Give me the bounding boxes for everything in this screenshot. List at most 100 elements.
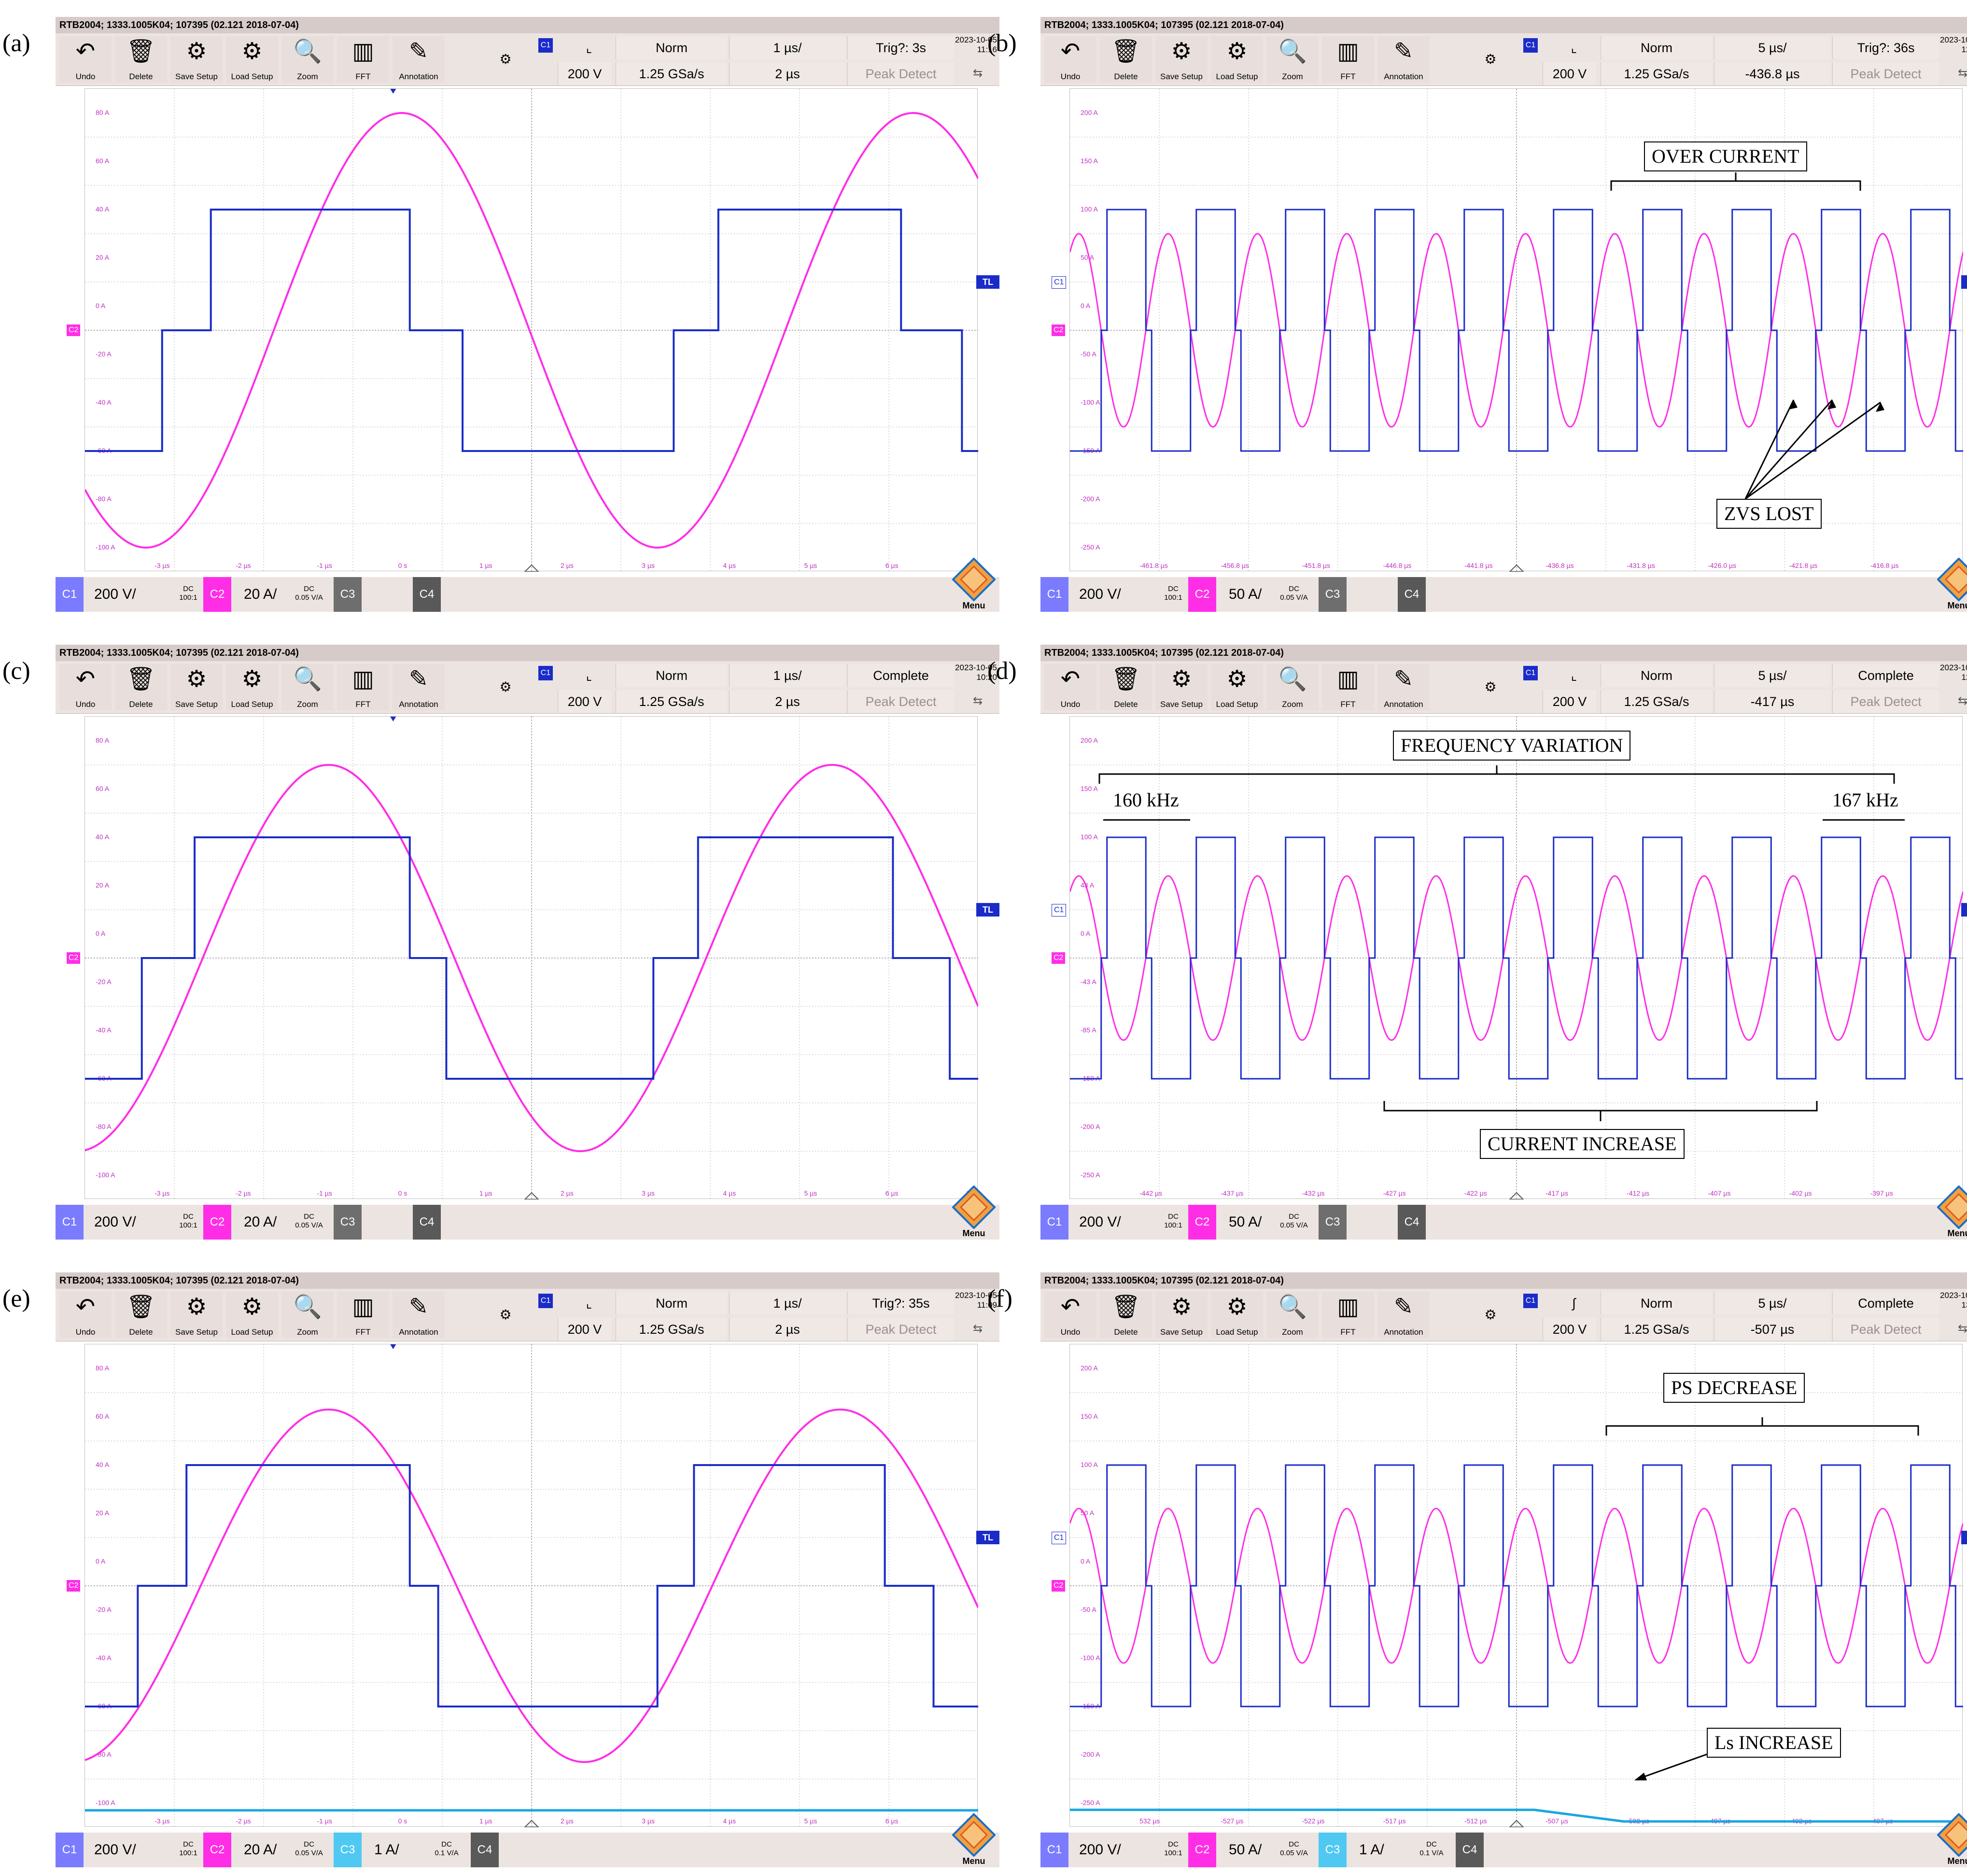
delete-button[interactable]: 🗑 Delete: [115, 664, 167, 710]
load-setup-button[interactable]: ⚙ Load Setup: [1211, 664, 1263, 710]
trigger-slope-icon[interactable]: ⌞: [1571, 41, 1577, 55]
fft-button[interactable]: ▥ FFT: [1322, 36, 1374, 83]
horizontal-reference-marker[interactable]: [524, 564, 539, 572]
load-setup-button[interactable]: ⚙ Load Setup: [226, 1292, 278, 1338]
delete-button[interactable]: 🗑 Delete: [1100, 36, 1152, 83]
acquisition-mode-readout[interactable]: Peak Detect: [847, 690, 954, 713]
delete-button[interactable]: 🗑 Delete: [1100, 664, 1152, 710]
menu-button[interactable]: Menu: [952, 1813, 996, 1866]
trigger-mode-readout[interactable]: Norm: [1601, 36, 1712, 59]
trigger-source-badge[interactable]: C1: [1523, 1294, 1538, 1308]
trigger-source-badge[interactable]: C1: [538, 38, 553, 53]
trigger-status-readout[interactable]: Complete: [1832, 664, 1939, 687]
c4-channel-button[interactable]: C4: [413, 577, 441, 612]
acquisition-mode-readout[interactable]: Peak Detect: [847, 1318, 954, 1341]
c2-channel-button[interactable]: C2: [1188, 577, 1216, 612]
timebase-readout[interactable]: 1 µs/: [729, 664, 845, 687]
trigger-status-readout[interactable]: Trig?: 35s: [847, 1292, 954, 1315]
c1-channel-button[interactable]: C1: [1040, 1205, 1068, 1240]
c2-offset-marker[interactable]: C2: [67, 324, 81, 336]
annotation-button[interactable]: ✎ Annotation: [393, 36, 445, 83]
c1-scale-readout[interactable]: 200 V/: [1079, 586, 1121, 602]
trigger-level-marker[interactable]: TL: [976, 275, 999, 289]
annotation-button[interactable]: ✎ Annotation: [393, 1292, 445, 1338]
c2-offset-marker[interactable]: C2: [67, 1580, 81, 1592]
settings-gear-icon[interactable]: ⚙: [499, 1307, 512, 1322]
sample-rate-readout[interactable]: 1.25 GSa/s: [616, 1318, 727, 1341]
trigger-source-badge[interactable]: C1: [538, 666, 553, 680]
timebase-readout[interactable]: 1 µs/: [729, 1292, 845, 1315]
save-setup-button[interactable]: ⚙ Save Setup: [1155, 1292, 1208, 1338]
menu-button[interactable]: Menu: [952, 1185, 996, 1239]
settings-gear-icon[interactable]: ⚙: [499, 679, 512, 694]
c2-scale-readout[interactable]: 20 A/: [244, 1842, 277, 1858]
undo-button[interactable]: ↶ Undo: [59, 36, 112, 83]
trigger-level-marker[interactable]: TL: [1961, 903, 1967, 917]
c1-channel-button[interactable]: C1: [56, 1205, 84, 1240]
c2-offset-marker[interactable]: C2: [1052, 324, 1066, 336]
load-setup-button[interactable]: ⚙ Load Setup: [1211, 36, 1263, 83]
c2-scale-readout[interactable]: 50 A/: [1229, 1842, 1262, 1858]
c2-scale-readout[interactable]: 50 A/: [1229, 1214, 1262, 1230]
load-setup-button[interactable]: ⚙ Load Setup: [1211, 1292, 1263, 1338]
trigger-position-marker[interactable]: [390, 1344, 396, 1349]
zoom-button[interactable]: 🔍 Zoom: [1266, 664, 1319, 710]
horizontal-position-readout[interactable]: 2 µs: [729, 62, 845, 85]
settings-gear-icon[interactable]: ⚙: [499, 52, 512, 67]
c3-scale-readout[interactable]: 1 A/: [1359, 1842, 1384, 1858]
acquisition-mode-readout[interactable]: Peak Detect: [847, 62, 954, 85]
horizontal-reference-marker[interactable]: [1509, 564, 1524, 572]
annotation-button[interactable]: ✎ Annotation: [393, 664, 445, 710]
annotation-button[interactable]: ✎ Annotation: [1377, 664, 1430, 710]
trigger-level-readout[interactable]: 200 V: [558, 1318, 611, 1341]
c4-channel-button[interactable]: C4: [471, 1833, 499, 1867]
delete-button[interactable]: 🗑 Delete: [115, 36, 167, 83]
trigger-level-marker[interactable]: TL: [976, 903, 999, 917]
trigger-mode-readout[interactable]: Norm: [616, 36, 727, 59]
trigger-level-marker[interactable]: TL: [976, 1531, 999, 1544]
c2-channel-button[interactable]: C2: [203, 577, 231, 612]
horizontal-position-readout[interactable]: -417 µs: [1714, 690, 1830, 713]
c2-offset-marker[interactable]: C2: [1052, 1580, 1066, 1592]
c3-channel-button[interactable]: C3: [334, 1833, 362, 1867]
horizontal-reference-marker[interactable]: [1509, 1820, 1524, 1827]
trigger-level-readout[interactable]: 200 V: [558, 62, 611, 85]
undo-button[interactable]: ↶ Undo: [1044, 36, 1096, 83]
trigger-source-badge[interactable]: C1: [1523, 666, 1538, 680]
annotation-button[interactable]: ✎ Annotation: [1377, 1292, 1430, 1338]
c2-channel-button[interactable]: C2: [1188, 1833, 1216, 1867]
c3-channel-button[interactable]: C3: [334, 577, 362, 612]
save-setup-button[interactable]: ⚙ Save Setup: [1155, 664, 1208, 710]
sample-rate-readout[interactable]: 1.25 GSa/s: [616, 690, 727, 713]
horizontal-position-readout[interactable]: 2 µs: [729, 690, 845, 713]
c2-scale-readout[interactable]: 20 A/: [244, 586, 277, 602]
trigger-level-readout[interactable]: 200 V: [558, 690, 611, 713]
menu-button[interactable]: Menu: [1937, 557, 1967, 611]
horizontal-position-readout[interactable]: 2 µs: [729, 1318, 845, 1341]
trigger-mode-readout[interactable]: Norm: [1601, 664, 1712, 687]
c1-offset-marker[interactable]: C1: [1052, 904, 1067, 917]
c1-scale-readout[interactable]: 200 V/: [1079, 1214, 1121, 1230]
undo-button[interactable]: ↶ Undo: [1044, 664, 1096, 710]
zoom-button[interactable]: 🔍 Zoom: [281, 664, 334, 710]
c1-offset-marker[interactable]: C1: [1052, 276, 1067, 289]
menu-button[interactable]: Menu: [1937, 1813, 1967, 1866]
fft-button[interactable]: ▥ FFT: [337, 664, 389, 710]
trigger-slope-icon[interactable]: ⌞: [586, 41, 592, 55]
undo-button[interactable]: ↶ Undo: [59, 664, 112, 710]
save-setup-button[interactable]: ⚙ Save Setup: [170, 664, 223, 710]
trigger-level-marker[interactable]: TL: [1961, 275, 1967, 289]
trigger-level-readout[interactable]: 200 V: [1543, 62, 1596, 85]
trigger-slope-icon[interactable]: ⌞: [586, 668, 592, 683]
trigger-source-badge[interactable]: C1: [1523, 38, 1538, 53]
c1-channel-button[interactable]: C1: [1040, 1833, 1068, 1867]
undo-button[interactable]: ↶ Undo: [59, 1292, 112, 1338]
c1-channel-button[interactable]: C1: [56, 577, 84, 612]
zoom-button[interactable]: 🔍 Zoom: [281, 1292, 334, 1338]
zoom-button[interactable]: 🔍 Zoom: [1266, 36, 1319, 83]
save-setup-button[interactable]: ⚙ Save Setup: [1155, 36, 1208, 83]
sample-rate-readout[interactable]: 1.25 GSa/s: [616, 62, 727, 85]
